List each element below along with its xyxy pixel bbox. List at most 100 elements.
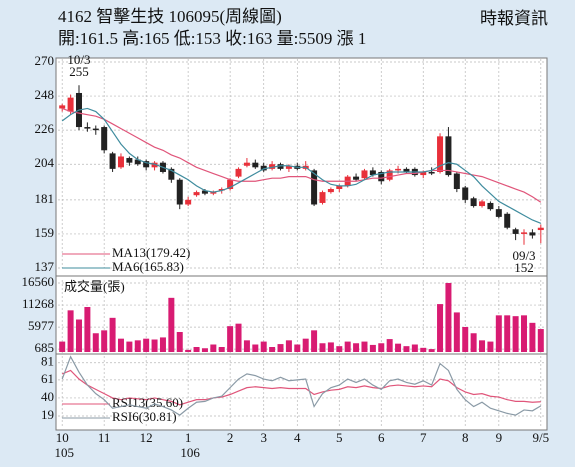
y-tick-label: 5977: [28, 318, 55, 333]
candle-body: [185, 199, 192, 205]
candle-body: [327, 189, 334, 193]
annotation: 255: [69, 64, 89, 79]
y-tick-label: 204: [35, 155, 55, 170]
candle-body: [227, 179, 234, 190]
y-tick-label: 159: [35, 225, 55, 240]
volume-bar: [487, 341, 494, 352]
candle-body: [378, 171, 385, 182]
panel-label: 成交量(張): [64, 279, 125, 294]
volume-bar: [529, 322, 536, 352]
volume-bar: [176, 332, 183, 352]
volume-bar: [453, 312, 460, 352]
series-line: [61, 107, 542, 224]
volume-bar: [327, 342, 334, 352]
volume-bar: [495, 315, 502, 352]
x-tick-label: 12: [140, 430, 153, 445]
candle-body: [386, 170, 393, 180]
volume-bar: [243, 340, 250, 352]
volume-bar: [252, 344, 259, 352]
source: 時報資訊: [480, 9, 548, 28]
annotation: 152: [514, 260, 534, 275]
volume-bar: [386, 339, 393, 352]
volume-bar: [294, 344, 301, 352]
volume-bar: [336, 346, 343, 352]
candle-body: [319, 192, 326, 203]
volume-bar: [117, 338, 124, 352]
candle-body: [428, 171, 435, 174]
candle-body: [168, 168, 175, 180]
volume-bar: [67, 310, 74, 352]
candle-body: [193, 192, 200, 196]
x-tick-label: 4: [294, 430, 301, 445]
y-tick-label: 40: [41, 389, 54, 404]
volume-bar: [210, 344, 217, 352]
volume-bar: [218, 347, 225, 352]
candle-body: [462, 187, 469, 200]
volume-bar: [437, 304, 444, 352]
candle-body: [59, 105, 66, 109]
legend-label: MA13(179.42): [112, 245, 190, 260]
candle-body: [369, 170, 376, 176]
candle-body: [92, 128, 99, 131]
series-line: [61, 369, 541, 406]
y-tick-label: 61: [41, 371, 54, 386]
volume-bar: [84, 307, 91, 352]
volume-bar: [109, 317, 116, 352]
candle-body: [151, 162, 158, 168]
volume-bar: [521, 315, 528, 352]
candle-body: [470, 198, 477, 207]
x-tick-label: 8: [462, 430, 469, 445]
x-tick-label: 2: [227, 430, 234, 445]
volume-bar: [319, 343, 326, 352]
candle-body: [353, 176, 360, 180]
candle-body: [512, 229, 519, 234]
volume-bar: [395, 343, 402, 352]
volume-bar: [193, 347, 200, 352]
volume-bar: [134, 340, 141, 352]
candle-body: [495, 209, 502, 217]
candle-body: [235, 168, 242, 177]
volume-bar: [378, 343, 385, 352]
volume-bar: [101, 330, 108, 352]
y-tick-label: 248: [35, 87, 55, 102]
volume-bar: [420, 347, 427, 352]
volume-bar: [227, 326, 234, 352]
volume-bar: [260, 341, 267, 352]
candle-body: [109, 153, 116, 169]
y-tick-label: 685: [35, 340, 55, 355]
candle-body: [437, 136, 444, 172]
volume-bar: [75, 319, 82, 352]
candle-body: [504, 213, 511, 228]
x-tick-label: 9/5: [532, 430, 549, 445]
volume-bar: [302, 338, 309, 352]
x-tick-label: 5: [336, 430, 343, 445]
volume-bar: [277, 344, 284, 352]
volume-bar: [353, 343, 360, 352]
candle-body: [134, 159, 141, 165]
y-tick-label: 226: [35, 121, 55, 136]
series-line: [61, 355, 542, 416]
candle-body: [260, 165, 267, 171]
volume-bar: [185, 349, 192, 352]
candle-body: [521, 232, 528, 234]
volume-bar: [428, 349, 435, 352]
legend-label: MA6(165.83): [112, 259, 184, 274]
candle-body: [252, 162, 259, 168]
candle-body: [126, 158, 133, 163]
volume-bar: [537, 329, 544, 352]
volume-bar: [159, 337, 166, 352]
candle-body: [218, 189, 225, 191]
volume-bar: [285, 340, 292, 352]
candle-body: [210, 192, 217, 194]
candle-body: [201, 190, 208, 194]
candle-body: [101, 127, 108, 151]
candle-body: [487, 202, 494, 210]
y-tick-label: 11268: [22, 296, 54, 311]
annotation: 09/3: [512, 248, 535, 263]
candle-body: [243, 162, 250, 166]
x-tick-label: 10: [56, 430, 69, 445]
candle-body: [269, 164, 276, 169]
candle-body: [420, 171, 427, 176]
x-tick-label: 9: [496, 430, 503, 445]
